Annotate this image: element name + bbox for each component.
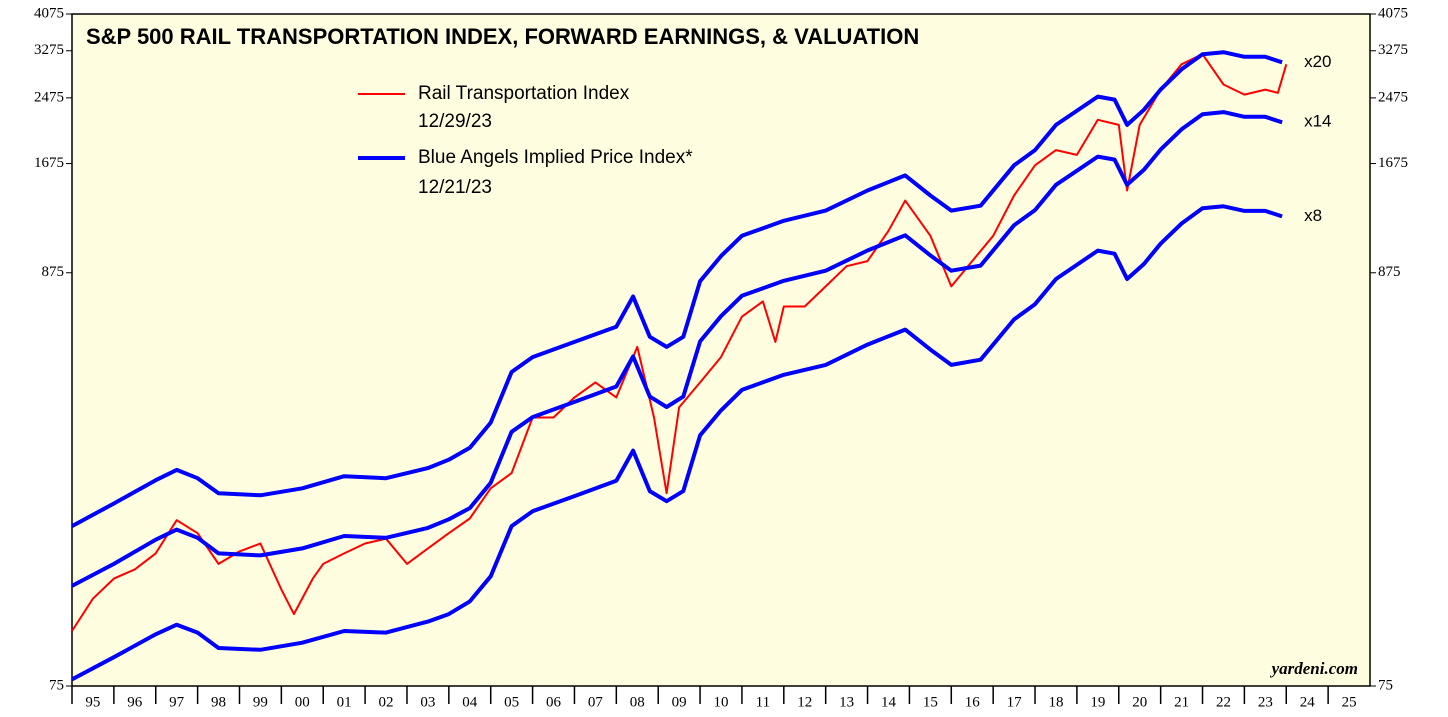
x-tick-label: 99 xyxy=(253,694,268,710)
y2-tick-label: 875 xyxy=(1378,264,1401,280)
x-tick-label: 12 xyxy=(797,694,812,710)
legend-date: 12/29/23 xyxy=(418,111,492,132)
legend-label: Rail Transportation Index xyxy=(418,83,630,104)
x-tick-label: 08 xyxy=(630,694,645,710)
chart-title: S&P 500 RAIL TRANSPORTATION INDEX, FORWA… xyxy=(86,24,919,49)
x-tick-label: 02 xyxy=(379,694,394,710)
y-tick-label: 4075 xyxy=(34,5,64,21)
x-tick-label: 97 xyxy=(169,694,185,710)
x-tick-label: 16 xyxy=(965,694,981,710)
x-tick-label: 11 xyxy=(756,694,770,710)
x-tick-label: 15 xyxy=(923,694,938,710)
x-tick-label: 05 xyxy=(504,694,519,710)
series-label: x14 xyxy=(1304,112,1331,131)
x-tick-label: 13 xyxy=(839,694,854,710)
x-tick-label: 24 xyxy=(1300,694,1316,710)
y2-tick-label: 1675 xyxy=(1378,155,1408,171)
plot-area xyxy=(71,13,1371,687)
x-tick-label: 19 xyxy=(1090,694,1105,710)
x-tick-label: 03 xyxy=(420,694,435,710)
x-tick-label: 07 xyxy=(588,694,604,710)
x-tick-label: 25 xyxy=(1342,694,1357,710)
y2-tick-label: 3275 xyxy=(1378,42,1408,58)
legend-label: Blue Angels Implied Price Index* xyxy=(418,147,693,168)
x-tick-label: 96 xyxy=(127,694,143,710)
x-tick-label: 23 xyxy=(1258,694,1273,710)
x-tick-label: 14 xyxy=(881,694,897,710)
x-tick-label: 21 xyxy=(1174,694,1189,710)
x-tick-label: 20 xyxy=(1132,694,1147,710)
series-label: x8 xyxy=(1304,206,1322,225)
y-tick-label: 75 xyxy=(49,677,64,693)
x-tick-label: 95 xyxy=(85,694,100,710)
x-tick-label: 09 xyxy=(672,694,687,710)
x-tick-label: 04 xyxy=(462,694,478,710)
x-tick-label: 98 xyxy=(211,694,226,710)
x-tick-label: 17 xyxy=(1007,694,1023,710)
x-tick-label: 18 xyxy=(1048,694,1063,710)
x-tick-label: 06 xyxy=(546,694,562,710)
x-tick-label: 10 xyxy=(714,694,729,710)
series-label: x20 xyxy=(1304,52,1331,71)
y2-tick-label: 2475 xyxy=(1378,89,1408,105)
y-tick-label: 3275 xyxy=(34,42,64,58)
source: yardeni.com xyxy=(1270,659,1358,678)
series-line xyxy=(71,110,1283,588)
legend-date: 12/21/23 xyxy=(418,177,492,198)
y-tick-label: 2475 xyxy=(34,89,64,105)
x-tick-label: 00 xyxy=(295,694,310,710)
y2-tick-label: 75 xyxy=(1378,677,1393,693)
series-line xyxy=(71,204,1283,682)
series-line xyxy=(71,53,1288,632)
y2-tick-label: 4075 xyxy=(1378,5,1408,21)
y-tick-label: 875 xyxy=(42,264,65,280)
x-tick-label: 22 xyxy=(1216,694,1231,710)
y-tick-label: 1675 xyxy=(34,155,64,171)
x-tick-label: 01 xyxy=(337,694,352,710)
series-line xyxy=(71,50,1283,528)
